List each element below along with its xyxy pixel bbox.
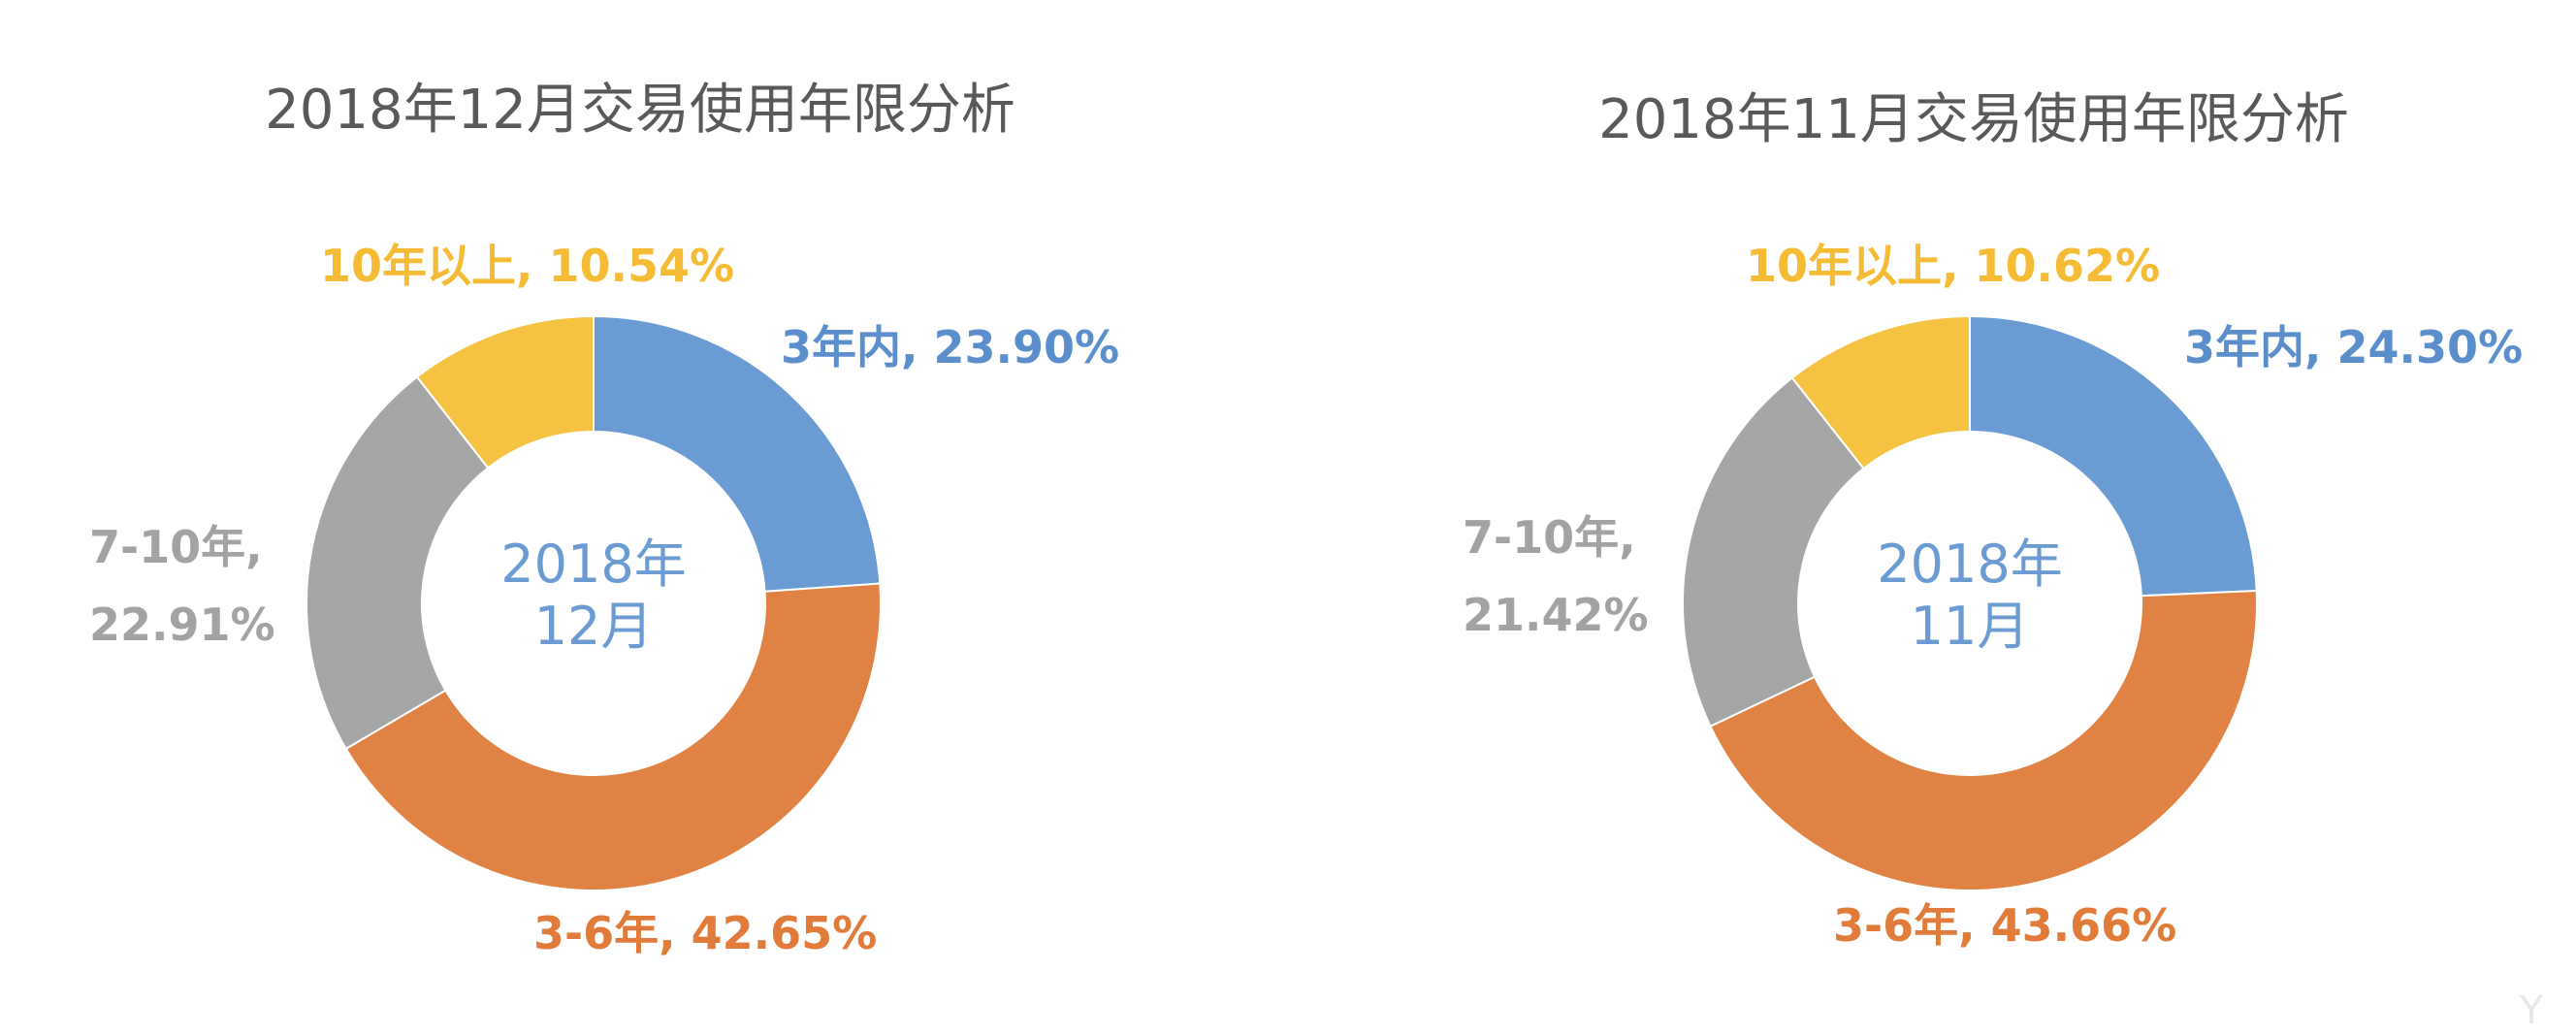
center-label-year-dec: 2018年 (500, 534, 686, 595)
slice-label-7-10-years-nov-line2: 21.42% (1463, 589, 1649, 641)
slice-label-7-10-years-dec-line1: 7-10年, (89, 521, 263, 573)
slice-label-over-10-years-dec: 10年以上, 10.54% (320, 240, 734, 292)
slice-label-3-6-years-dec: 3-6年, 42.65% (533, 907, 877, 959)
slice-label-7-10-years-dec-line2: 22.91% (89, 599, 275, 651)
slices-dec (306, 314, 882, 891)
watermark-logo: Y (2519, 988, 2544, 1033)
donut-slice-7-10-years-nov (1682, 376, 1865, 728)
slice-label-3-6-years-nov: 3-6年, 43.66% (1833, 899, 2176, 952)
chart-title-nov: 2018年11月交易使用年限分析 (1598, 88, 2349, 151)
donut-chart-nov: 2018年11月交易使用年限分析 2018年 11月 3年内, 24.30% 3-… (1463, 88, 2523, 952)
slice-label-7-10-years-nov-line1: 7-10年, (1463, 511, 1636, 564)
donut-slice-within-3-years-dec (593, 314, 882, 593)
slices-nov (1682, 314, 2258, 891)
donut-slice-within-3-years-nov (1969, 314, 2258, 598)
donut-slice-over-10-years-dec (415, 314, 595, 469)
donut-slice-7-10-years-dec (306, 375, 490, 751)
slice-labels-nov: 3年内, 24.30% 3-6年, 43.66% 7-10年, 21.42% 10年以上… (1463, 240, 2523, 952)
slice-labels-dec: 3年内, 23.90% 3-6年, 42.65% 7-10年, 22.91% 10年以上… (89, 240, 1119, 959)
slice-label-within-3-years-dec: 3年内, 23.90% (781, 321, 1119, 373)
center-label-year-nov: 2018年 (1877, 534, 2062, 595)
center-label-month-nov: 11月 (1911, 596, 2030, 657)
donut-slice-3-6-years-dec (344, 582, 882, 891)
center-label-month-dec: 12月 (534, 596, 654, 657)
donut-slice-3-6-years-nov (1709, 589, 2258, 891)
chart-title-dec: 2018年12月交易使用年限分析 (265, 79, 1015, 142)
slice-label-within-3-years-nov: 3年内, 24.30% (2184, 321, 2523, 373)
donut-chart-dec: 2018年12月交易使用年限分析 2018年 12月 3年内, 23.90% 3-… (89, 79, 1119, 959)
slice-label-over-10-years-nov: 10年以上, 10.62% (1746, 240, 2160, 292)
donut-slice-over-10-years-nov (1790, 314, 1971, 470)
